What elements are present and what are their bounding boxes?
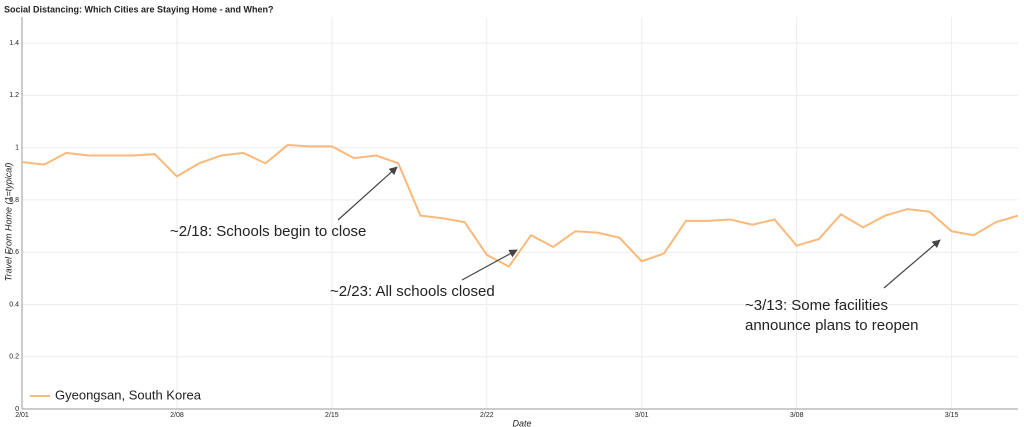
x-tick-label: 2/15 <box>325 412 339 419</box>
x-tick-label: 3/15 <box>945 412 959 419</box>
y-tick-label: 0 <box>15 406 19 413</box>
y-tick-label: 0.4 <box>9 301 19 308</box>
annotation-arrow <box>337 166 398 221</box>
annotation: ~2/23: All schools closed <box>330 283 495 300</box>
line-series <box>21 144 1019 268</box>
chart-title: Social Distancing: Which Cities are Stay… <box>4 4 274 14</box>
x-tick-label: 2/01 <box>15 412 29 419</box>
y-tick-label: 1.2 <box>9 92 19 99</box>
annotation: announce plans to reopen <box>745 317 918 334</box>
x-tick-label: 3/08 <box>790 412 804 419</box>
legend-label: Gyeongsan, South Korea <box>55 387 202 402</box>
annotation: ~2/18: Schools begin to close <box>170 223 366 240</box>
y-tick-label: 1 <box>15 145 19 152</box>
x-axis-label: Date <box>512 418 531 427</box>
y-tick-label: 0.8 <box>9 197 19 204</box>
y-axis-label: Travel From Home (1=typical) <box>3 163 13 282</box>
x-tick-label: 2/22 <box>480 412 494 419</box>
annotation-arrow <box>461 249 518 281</box>
x-tick-label: 2/08 <box>170 412 184 419</box>
x-tick-label: 3/01 <box>635 412 649 419</box>
annotation: ~3/13: Some facilities <box>745 297 888 314</box>
y-tick-label: 1.4 <box>9 40 19 47</box>
y-tick-label: 0.2 <box>9 354 19 361</box>
y-tick-label: 0.6 <box>9 249 19 256</box>
annotation-arrow <box>883 239 941 289</box>
